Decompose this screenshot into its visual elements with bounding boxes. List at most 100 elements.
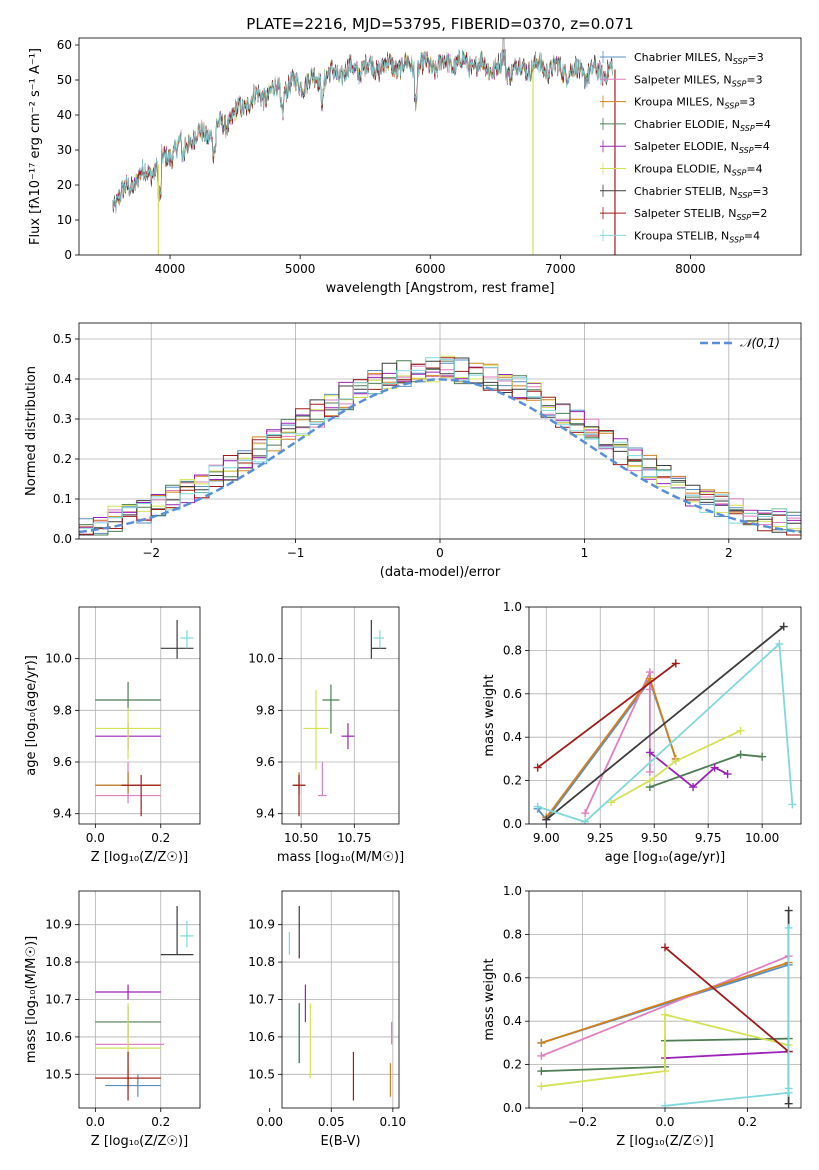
mass-vs-ebv-plot-area [282, 891, 399, 1108]
legend-n-subscript: SSP [732, 169, 747, 178]
weight-marker [581, 817, 590, 824]
weight-marker [779, 622, 788, 631]
weight-marker [671, 757, 680, 766]
weight-marker [661, 1101, 669, 1108]
legend-n-subscript: SSP [724, 102, 739, 111]
y-tick-label: 60 [57, 38, 72, 52]
legend-n-label: N [723, 163, 731, 176]
y-tick-label: 50 [57, 73, 72, 87]
spectrum-line-8 [112, 49, 613, 213]
legend-n-value: = [751, 207, 760, 220]
y-tick-label: 9.6 [256, 755, 275, 769]
legend-n-label: N [716, 96, 724, 109]
residuals-panel: −2 −1 0 1 2 0.0 0.1 0.2 0.3 0.4 0.5 (data-model)/er… [24, 322, 802, 580]
weight-marker [671, 659, 680, 668]
weight-line-7 [664, 946, 790, 1053]
weight-line-1 [541, 955, 789, 1057]
y-tick-label: 9.8 [256, 703, 275, 717]
weight-marker [533, 763, 542, 772]
weight-vs-Z-panel: −0.2 0.0 0.2 0.0 0.2 0.4 0.6 0.8 1.0 Z [log₁₀(Z/Z… [482, 884, 802, 1149]
legend-entry-4: Salpeter ELODIE, NSSP=4 [634, 140, 770, 155]
legend-n-label: N [728, 207, 736, 220]
legend-entry-8: Kroupa STELIB, NSSP=4 [634, 229, 760, 244]
legend-n-label: N [731, 140, 739, 153]
legend-n-label: N [723, 73, 731, 86]
legend-n-label: N [725, 51, 733, 64]
weight-vs-Z-plot-area [529, 891, 801, 1108]
y-tick-label: 0.5 [53, 332, 72, 346]
y-tick-label: 40 [57, 108, 72, 122]
legend-n-number: 4 [756, 163, 763, 176]
histogram-8 [79, 357, 801, 532]
weight-line-7 [537, 662, 677, 769]
legend-entry-7: Salpeter STELIB, NSSP=2 [634, 207, 767, 222]
axes-frame [78, 606, 201, 825]
legend-n-value: = [747, 51, 756, 64]
y-tick-label: 0.4 [503, 730, 522, 744]
age-vs-Z-plot-area [79, 607, 200, 824]
mass-vs-Z-plot-area [79, 891, 200, 1108]
y-tick-label: 0.8 [503, 927, 522, 941]
x-tick-label: 9.25 [587, 831, 614, 845]
spectrum-line-6 [112, 49, 613, 208]
axes-frame [281, 606, 400, 825]
y-tick-label: 0.2 [503, 1058, 522, 1072]
residuals-plot-area [79, 323, 801, 539]
legend-model-name: Chabrier ELODIE, [634, 118, 732, 131]
weight-marker [533, 802, 542, 811]
x-tick-label: 0.0 [655, 1115, 674, 1129]
y-tick-label: 10.0 [45, 652, 72, 666]
axes-frame [78, 322, 802, 540]
legend-model-name: Kroupa MILES, [634, 96, 716, 109]
y-tick-label: 9.8 [53, 703, 72, 717]
weight-marker [723, 770, 732, 779]
weight-line-2 [541, 961, 789, 1044]
legend-n-value: = [739, 96, 748, 109]
x-tick-label: 2 [725, 546, 733, 560]
legend-model-name: Salpeter ELODIE, [634, 140, 731, 153]
age-vs-mass-plot-area [282, 607, 399, 824]
weight-marker [689, 783, 698, 792]
legend-n-value: = [754, 140, 763, 153]
weight-marker [542, 815, 551, 824]
y-tick-label: 10 [57, 213, 72, 227]
legend-model-name: Salpeter MILES, [634, 73, 723, 86]
normal-reference-curve [79, 378, 801, 534]
axes-frame [78, 890, 201, 1109]
legend-n-subscript: SSP [736, 213, 751, 222]
y-tick-label: 0.3 [53, 412, 72, 426]
legend-n-number: 4 [764, 118, 771, 131]
weight-marker [661, 1010, 669, 1019]
x-tick-label: −2 [142, 546, 160, 560]
spectrum-line-7 [112, 50, 613, 211]
legend-model-name: Kroupa ELODIE, [634, 163, 723, 176]
y-axis-label: age [log₁₀(age/yr)] [24, 655, 39, 776]
mass-vs-Z-panel: 0.0 0.2 10.5 10.6 10.7 10.8 10.9 Z [log₁₀(Z/Z☉)… [24, 890, 201, 1149]
y-tick-label: 0.0 [503, 817, 522, 831]
y-tick-label: 10.6 [45, 1030, 72, 1044]
legend-n-value: = [752, 185, 761, 198]
weight-marker [784, 906, 793, 915]
y-tick-label: 0.2 [503, 774, 522, 788]
y-tick-label: 10.8 [248, 955, 275, 969]
spectrum-line-1 [112, 50, 613, 214]
legend-entry-0: Chabrier MILES, NSSP=3 [634, 51, 764, 66]
y-tick-label: 0.6 [503, 971, 522, 985]
x-axis-label: Z [log₁₀(Z/Z☉)] [91, 850, 188, 865]
legend-n-subscript: SSP [738, 191, 753, 200]
weight-marker [537, 1082, 546, 1091]
weight-line-5 [541, 1013, 789, 1088]
x-tick-label: 0.0 [86, 1115, 105, 1129]
legend-entry-5: Kroupa ELODIE, NSSP=4 [634, 163, 763, 178]
y-tick-label: 10.7 [248, 993, 275, 1007]
weight-line-3 [649, 753, 763, 788]
legend-entry-2: Kroupa MILES, NSSP=3 [634, 96, 755, 111]
legend-n-label: N [729, 185, 737, 198]
y-axis-label: mass weight [482, 674, 497, 756]
weight-marker [607, 798, 616, 807]
y-axis-label: Flux [fλ10⁻¹⁷ erg cm⁻² s⁻¹ A⁻¹] [28, 48, 43, 245]
weight-line-6 [545, 625, 785, 821]
spectrum-line-3 [112, 48, 613, 213]
emission-line-spike [502, 38, 505, 67]
y-tick-label: 0 [64, 248, 72, 262]
